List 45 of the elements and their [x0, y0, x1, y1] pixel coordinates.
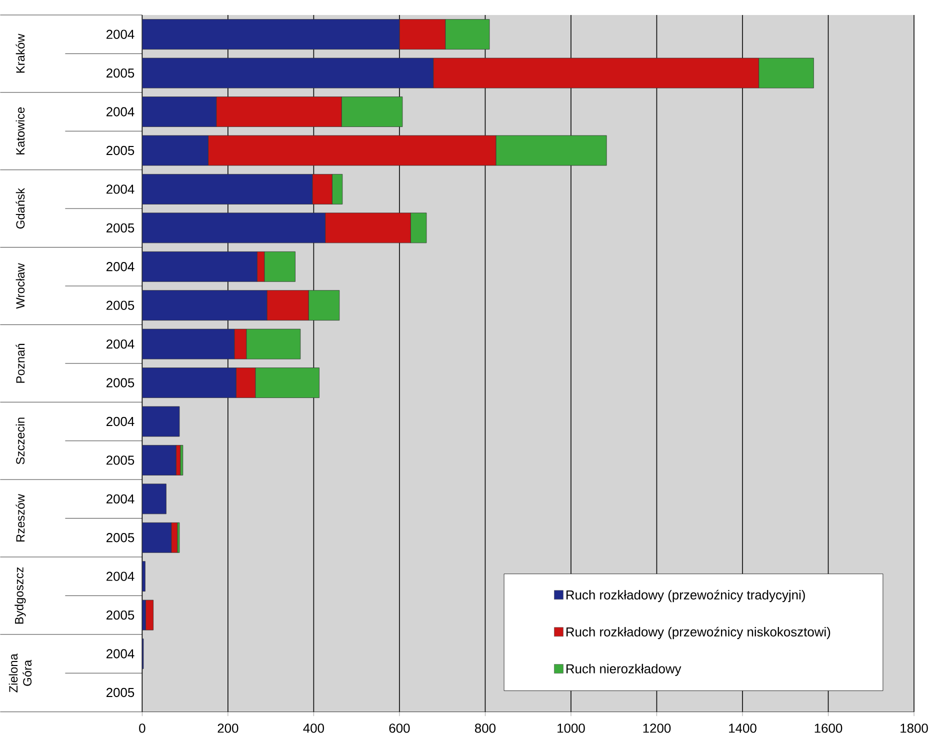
y-tick-label: 2004	[106, 649, 134, 658]
x-tick-label: 1400	[729, 724, 756, 733]
text: Zielona Góra	[8, 654, 32, 692]
text: Poznań	[16, 344, 25, 383]
y-tick-label: 2004	[106, 340, 134, 349]
text: Kraków	[16, 34, 25, 73]
y-tick-label: 2005	[106, 223, 134, 233]
y-tick-label: 2004	[106, 572, 134, 582]
bar	[142, 561, 146, 592]
x-tick-label: 800	[474, 724, 496, 733]
bar	[142, 484, 166, 514]
bar	[142, 406, 180, 437]
bar	[142, 445, 176, 476]
text: Katowice	[16, 108, 25, 154]
x-tick-label: 1200	[643, 724, 671, 733]
x-tick-label: 200	[218, 724, 238, 733]
legend-label: Ruch nierozkładowy	[566, 664, 682, 676]
y-tick-label: 2005	[106, 688, 134, 698]
x-tick-label: 1600	[814, 724, 842, 733]
text: Bydgoszcz	[14, 567, 26, 624]
y-tick-label: 2004	[106, 416, 134, 426]
y-tick-label: 2005	[106, 533, 134, 542]
legend-label: Ruch rozkładowy (przewoźnicy tradycyjni)	[566, 590, 805, 602]
y-tick-label: 2004	[106, 30, 134, 40]
y-tick-label: 2004	[106, 262, 134, 272]
legend-label: Ruch rozkładowy (przewoźnicy niskokosztowi)	[566, 626, 830, 640]
text: Szczecin	[16, 418, 25, 464]
y-tick-label: 2004	[106, 107, 134, 116]
y-tick-label: 2004	[106, 494, 134, 504]
y-tick-label: 2005	[106, 378, 134, 388]
x-tick-label: 0	[139, 724, 146, 733]
y-tick-label: 2005	[106, 68, 134, 78]
y-tick-label: 2005	[106, 146, 134, 156]
x-tick-label: 600	[389, 724, 410, 733]
y-tick-label: 2005	[106, 610, 134, 620]
bar	[145, 600, 154, 630]
x-tick-label: 1800	[900, 724, 928, 733]
text: Rzeszów	[16, 494, 25, 542]
y-tick-label: 2004	[106, 184, 134, 194]
text: Wrocław	[16, 263, 25, 309]
y-tick-label: 2005	[106, 300, 134, 310]
x-tick-label: 400	[303, 724, 324, 733]
text: Gdańsk	[16, 188, 25, 229]
x-tick-label: 1000	[558, 724, 585, 733]
y-tick-label: 2005	[106, 456, 134, 465]
